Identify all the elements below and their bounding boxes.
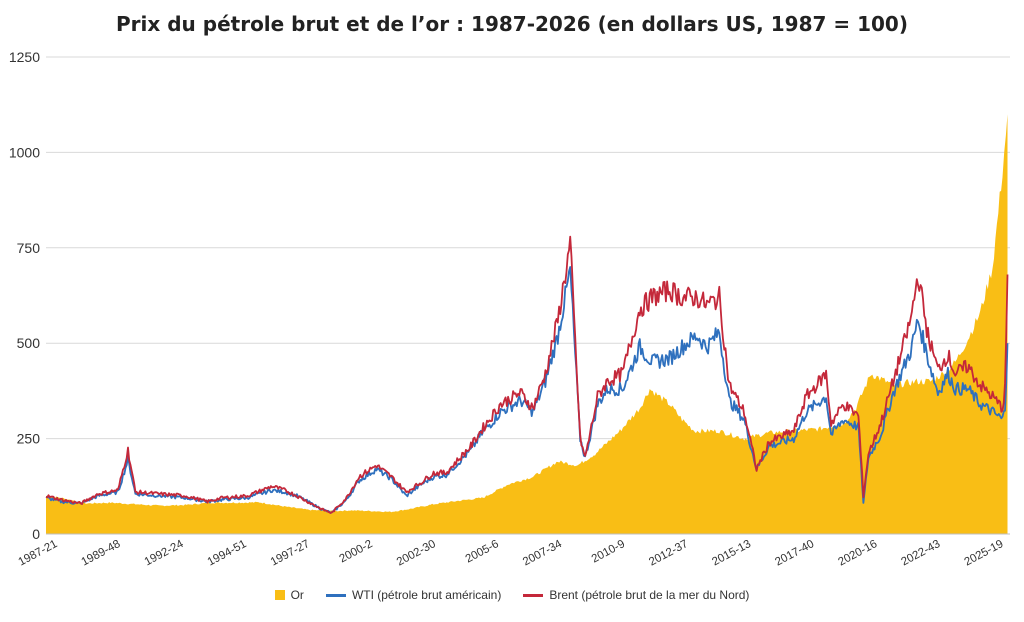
- legend-label: WTI (pétrole brut américain): [351, 588, 502, 602]
- y-tick-label: 500: [17, 335, 41, 351]
- series-brent-line: [45, 235, 1009, 514]
- y-tick-label: 0: [32, 526, 40, 542]
- x-tick-label: 1994-51: [206, 538, 249, 568]
- legend-swatch: [274, 590, 285, 600]
- legend-label: Brent (pétrole brut de la mer du Nord): [549, 588, 750, 602]
- y-tick-label: 750: [17, 240, 41, 256]
- x-tick-labels: 1987-21 1989-48 1992-24 1994-51 1997-27 2000-…: [16, 538, 1005, 569]
- legend-item: WTI (pétrole brut américain): [325, 588, 502, 602]
- legend-swatch: [523, 593, 544, 597]
- x-tick-label: 1997-27: [269, 538, 312, 568]
- legend: Or WTI (pétrole brut américain) Brent (pét…: [0, 588, 1024, 602]
- y-tick-label: 250: [17, 431, 41, 447]
- x-tick-label: 1987-21: [16, 538, 59, 568]
- series-layer: [45, 114, 1009, 534]
- x-tick-label: 2005-6: [464, 538, 501, 565]
- x-tick-label: 2010-9: [590, 538, 627, 565]
- series-or-area: [46, 114, 1008, 534]
- y-tick-labels: 0 250 500 750 1000 1250: [9, 49, 40, 542]
- y-tick-label: 1250: [9, 49, 40, 65]
- x-tick-label: 2017-40: [773, 538, 816, 568]
- x-tick-label: 2000-2: [337, 538, 374, 565]
- chart-title: Prix du pétrole brut et de l’or : 1987-2…: [116, 12, 908, 36]
- x-tick-label: 1992-24: [143, 538, 186, 569]
- legend-item: Brent (pétrole brut de la mer du Nord): [523, 588, 749, 602]
- x-tick-label: 2007-34: [521, 538, 564, 569]
- x-tick-label: 2002-30: [395, 538, 438, 568]
- legend-item: Or: [274, 588, 304, 602]
- legend-label: Or: [290, 588, 304, 602]
- x-tick-label: 2020-16: [836, 538, 879, 568]
- gridlines: [46, 56, 1010, 440]
- y-tick-label: 1000: [9, 144, 40, 160]
- x-tick-label: 2022-43: [899, 538, 942, 568]
- x-tick-label: 2012-37: [647, 538, 690, 568]
- x-tick-label: 2025-19: [962, 538, 1005, 568]
- x-tick-label: 2015-13: [710, 538, 753, 568]
- legend-swatch: [325, 593, 346, 597]
- x-tick-label: 1989-48: [80, 538, 123, 568]
